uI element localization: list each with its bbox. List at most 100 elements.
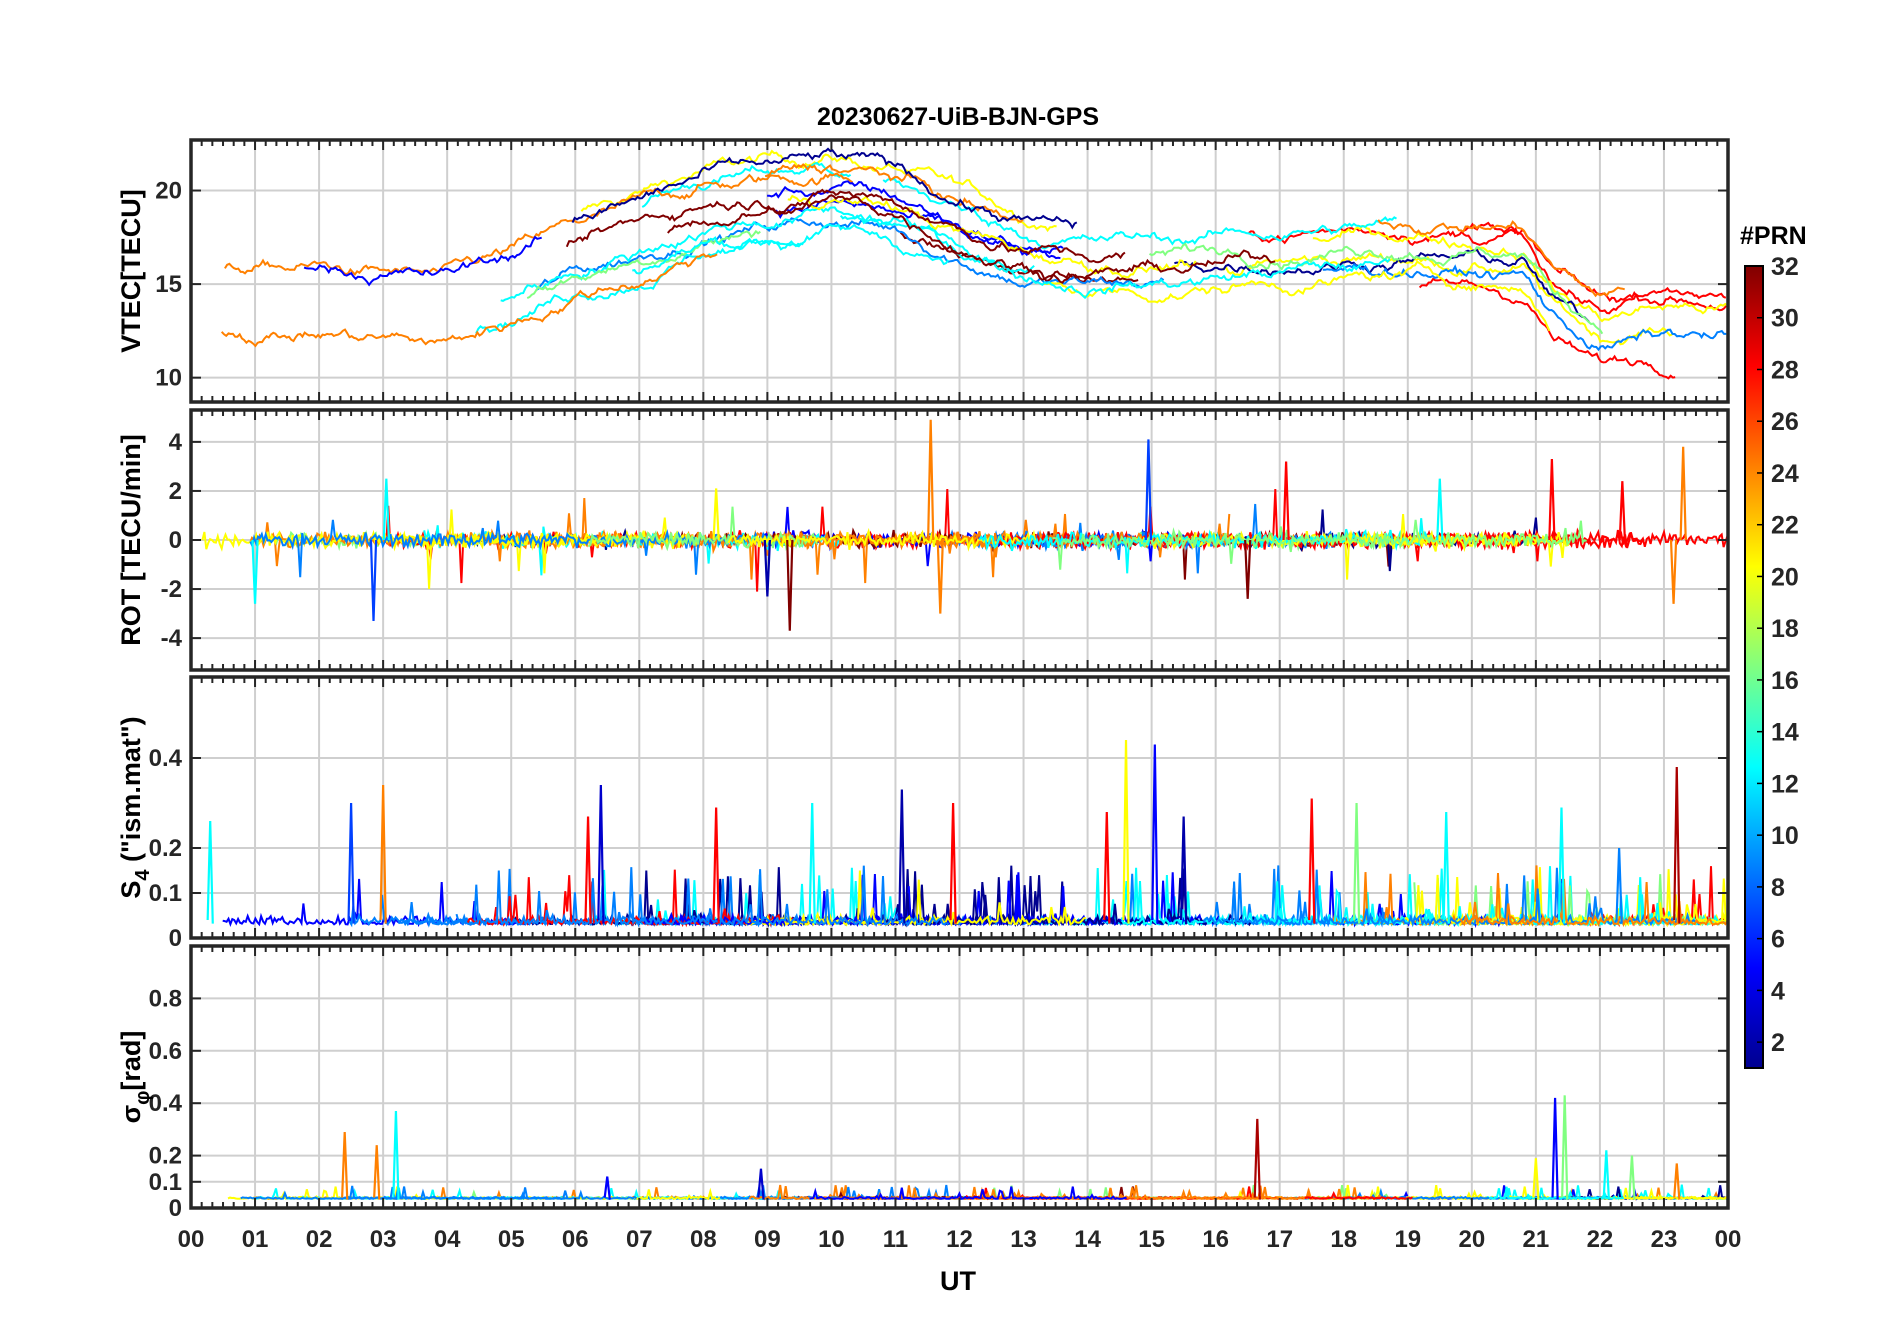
peak-spike bbox=[808, 802, 816, 924]
peak-spike bbox=[382, 478, 390, 541]
colorbar-tick-label: 2 bbox=[1771, 1029, 1785, 1057]
colorbar-tick-label: 10 bbox=[1771, 822, 1799, 850]
x-tick-label: 20 bbox=[1458, 1226, 1485, 1253]
x-tick-label: 07 bbox=[626, 1226, 653, 1253]
prn-series-line bbox=[881, 868, 1258, 928]
peak-spike bbox=[927, 419, 935, 541]
peak-spike bbox=[379, 784, 387, 924]
x-tick-label: 01 bbox=[242, 1226, 269, 1253]
x-tick-label: 14 bbox=[1074, 1226, 1101, 1253]
y-tick-label: 0.6 bbox=[149, 1038, 182, 1065]
prn-series-line bbox=[1463, 221, 1727, 315]
y-axis-label-main: S bbox=[116, 881, 146, 899]
y-tick-label: 0.1 bbox=[149, 1169, 182, 1196]
y-axis-label-main: σ bbox=[116, 1105, 146, 1123]
colorbar-tick-label: 30 bbox=[1771, 305, 1799, 333]
peak-spike bbox=[1557, 807, 1566, 924]
peak-spike bbox=[1669, 539, 1678, 604]
prn-series-line bbox=[348, 884, 489, 928]
x-tick-label: 18 bbox=[1330, 1226, 1357, 1253]
y-tick-label: 0.2 bbox=[149, 835, 182, 862]
colorbar-tick-label: 12 bbox=[1771, 770, 1799, 798]
peak-spike bbox=[1103, 811, 1111, 924]
prn-series-line bbox=[1052, 519, 1587, 570]
y-tick-label: 0 bbox=[169, 527, 182, 554]
y-axis-label: ROT [TECU/min] bbox=[116, 434, 146, 645]
prn-series-line bbox=[1042, 260, 1551, 332]
peak-spike bbox=[1253, 1118, 1261, 1200]
peak-spike bbox=[1548, 459, 1556, 541]
y-axis-label-rest: [rad] bbox=[116, 1031, 146, 1091]
peak-spike bbox=[369, 539, 378, 621]
prn-series-line bbox=[1148, 242, 1604, 335]
prn-series-line bbox=[1221, 252, 1673, 346]
chart-title: 20230627-UiB-BJN-GPS bbox=[817, 103, 1099, 131]
x-tick-label: 08 bbox=[690, 1226, 717, 1253]
peak-spike bbox=[1673, 766, 1681, 924]
colorbar-tick-label: 16 bbox=[1771, 667, 1799, 695]
colorbar-tick-label: 18 bbox=[1771, 615, 1799, 643]
prn-series-line bbox=[565, 188, 1126, 264]
peak-spike bbox=[1551, 1097, 1559, 1200]
colorbar-label: #PRN bbox=[1740, 222, 1807, 250]
colorbar-tick-label: 22 bbox=[1771, 512, 1799, 540]
y-tick-label: 0.4 bbox=[149, 745, 183, 772]
series-group bbox=[206, 739, 1728, 929]
x-tick-label: 17 bbox=[1266, 1226, 1293, 1253]
peak-spike bbox=[1244, 539, 1252, 599]
prn-series-line bbox=[344, 1187, 569, 1201]
peak-spike bbox=[712, 807, 720, 924]
peak-spike bbox=[251, 539, 259, 604]
panel-rot: -4 -2 0 2 4 ROT [TECU/min] bbox=[116, 408, 1730, 672]
peak-spike bbox=[1615, 847, 1623, 924]
peak-spike bbox=[373, 1145, 381, 1200]
x-tick-label: 22 bbox=[1587, 1226, 1614, 1253]
y-axis-label: σφ[rad] bbox=[116, 1031, 154, 1124]
series-group bbox=[227, 1095, 1728, 1201]
y-tick-label: 20 bbox=[155, 178, 182, 205]
x-tick-label: 11 bbox=[883, 1226, 908, 1253]
x-tick-label: 06 bbox=[562, 1226, 589, 1253]
y-tick-label: 10 bbox=[155, 365, 182, 392]
x-tick-label: 03 bbox=[370, 1226, 397, 1253]
peak-spike bbox=[763, 539, 772, 597]
y-tick-label: 15 bbox=[155, 271, 182, 298]
y-axis-label-rest: ("ism.mat") bbox=[116, 716, 146, 869]
prn-series-line bbox=[632, 223, 950, 275]
y-axis-label-subscript: φ bbox=[132, 1091, 154, 1105]
y-tick-label: 4 bbox=[169, 429, 183, 456]
prn-series-line bbox=[787, 194, 1197, 279]
y-axis-label: VTEC[TECU] bbox=[116, 189, 146, 353]
colorbar-tick-label: 26 bbox=[1771, 408, 1799, 436]
colorbar-tick-label: 32 bbox=[1771, 253, 1799, 281]
y-tick-label: 0.2 bbox=[149, 1143, 182, 1170]
prn-series-line bbox=[641, 161, 852, 208]
y-tick-label: 0 bbox=[169, 1195, 182, 1222]
peak-spike bbox=[786, 539, 794, 631]
peak-spike bbox=[584, 816, 592, 924]
panel-vtec: 10 15 20 VTEC[TECU] bbox=[116, 138, 1730, 404]
x-tick-label: 23 bbox=[1651, 1226, 1678, 1253]
x-tick-label: 19 bbox=[1394, 1226, 1421, 1253]
peak-spike bbox=[1602, 1150, 1610, 1200]
colorbar-tick-label: 14 bbox=[1771, 719, 1799, 747]
y-tick-label: -4 bbox=[161, 625, 183, 652]
peak-spike bbox=[949, 802, 957, 924]
prn-series-line bbox=[809, 1186, 1127, 1201]
y-tick-label: 0.4 bbox=[149, 1090, 183, 1117]
peak-spike bbox=[341, 1131, 349, 1200]
peak-spike bbox=[347, 802, 355, 924]
peak-spike bbox=[1151, 744, 1159, 924]
peak-spike bbox=[936, 539, 944, 614]
prn-series-line bbox=[224, 172, 854, 276]
peak-spike bbox=[1673, 1163, 1681, 1200]
prn-series-line bbox=[249, 519, 782, 578]
prn-series-line bbox=[1322, 262, 1727, 352]
prn-series-line bbox=[580, 149, 1057, 233]
x-tick-label: 09 bbox=[754, 1226, 781, 1253]
peak-spike bbox=[1561, 1095, 1569, 1200]
peak-spike bbox=[1628, 1155, 1636, 1200]
peak-spike bbox=[898, 789, 906, 924]
